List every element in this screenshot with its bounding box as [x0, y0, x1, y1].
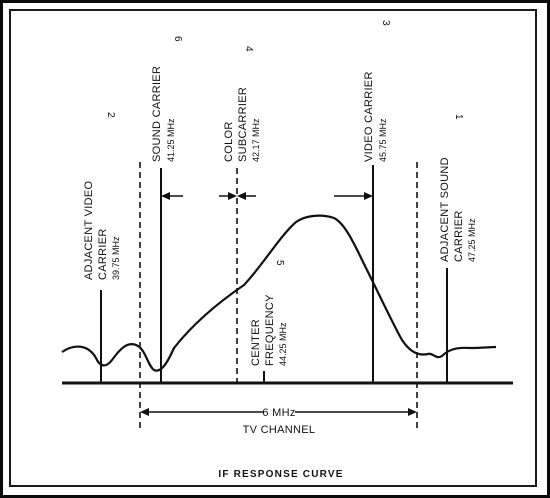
adjacent-video-line2: CARRIER: [97, 228, 109, 280]
color-subcarrier-line2: SUBCARRIER: [237, 87, 249, 162]
video-carrier-number: 3: [380, 20, 391, 26]
color-subcarrier-arrows: [219, 192, 256, 200]
center-frequency-freq: 44.25 MHz: [278, 322, 288, 366]
channel-name-label: TV CHANNEL: [243, 424, 316, 436]
adjacent-sound-freq: 47.25 MHz: [467, 218, 477, 262]
adjacent-video-freq: 39.75 MHz: [111, 236, 121, 280]
sound-carrier-number: 6: [172, 36, 183, 42]
video-carrier-label: VIDEO CARRIER 45.75 MHz: [363, 71, 388, 162]
video-carrier-freq: 45.75 MHz: [378, 118, 388, 162]
sound-carrier-label: SOUND CARRIER 41.25 MHz: [151, 66, 176, 162]
center-frequency-line1: CENTER: [250, 319, 262, 366]
if-response-curve: [61, 214, 497, 372]
sound-carrier-line1: SOUND CARRIER: [151, 66, 163, 162]
adjacent-sound-label: ADJACENT SOUND CARRIER 47.25 MHz: [439, 157, 477, 262]
adjacent-video-number: 2: [105, 112, 116, 118]
sound-carrier-arrow: [161, 192, 183, 200]
center-frequency-number: 5: [274, 260, 285, 266]
sound-carrier-freq: 41.25 MHz: [166, 118, 176, 162]
adjacent-sound-line2: CARRIER: [453, 210, 465, 262]
video-carrier-arrow: [334, 192, 373, 200]
color-subcarrier-label: COLOR SUBCARRIER 42.17 MHz: [223, 87, 261, 162]
center-frequency-label: CENTER FREQUENCY 44.25 MHz: [250, 294, 288, 366]
center-frequency-line2: FREQUENCY: [264, 294, 276, 366]
color-subcarrier-line1: COLOR: [223, 121, 235, 162]
color-subcarrier-freq: 42.17 MHz: [251, 118, 261, 162]
video-carrier-line1: VIDEO CARRIER: [363, 71, 375, 162]
channel-width-label: 6 MHz: [262, 407, 295, 419]
color-subcarrier-number: 4: [243, 46, 254, 52]
channel-width-dimension: [140, 408, 417, 416]
adjacent-video-label: ADJACENT VIDEO CARRIER 39.75 MHz: [83, 181, 121, 280]
adjacent-sound-line1: ADJACENT SOUND: [439, 157, 451, 262]
diagram-panel: [9, 9, 537, 487]
adjacent-sound-number: 1: [453, 114, 464, 120]
figure-caption: IF RESPONSE CURVE: [218, 469, 343, 480]
adjacent-video-line1: ADJACENT VIDEO: [83, 181, 95, 280]
